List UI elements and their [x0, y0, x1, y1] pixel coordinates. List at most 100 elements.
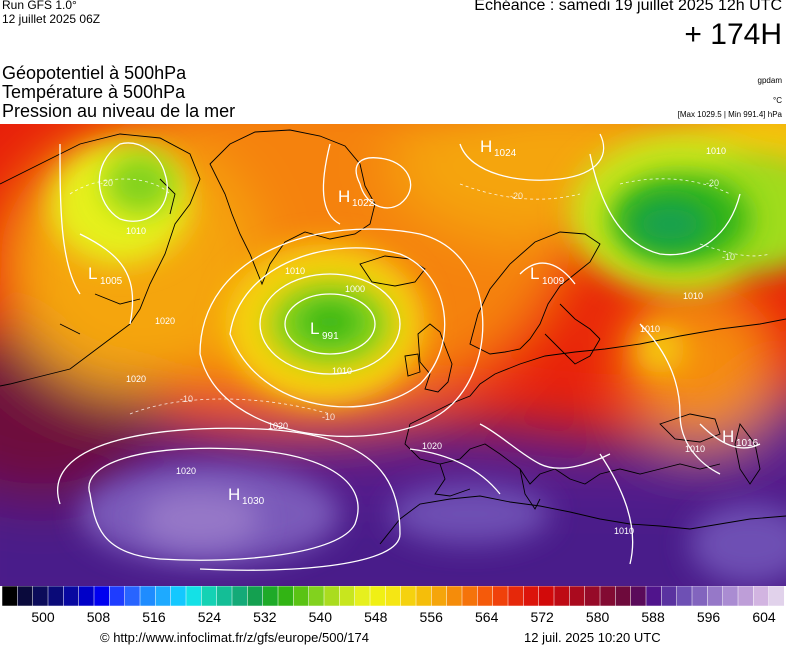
isotherm-labels: -20 -20 -10 -10 -20 -10: [100, 178, 735, 422]
color-scale-swatch: [477, 586, 494, 606]
svg-text:1010: 1010: [640, 324, 660, 334]
color-scale-swatch: [553, 586, 570, 606]
color-scale-swatch: [293, 586, 310, 606]
color-scale-swatch: [216, 586, 233, 606]
pressure-center-high-1024: H: [480, 137, 492, 156]
color-scale-swatch: [139, 586, 156, 606]
run-date: 12 juillet 2025 06Z: [2, 12, 101, 26]
color-scale-swatch: [737, 586, 754, 606]
color-scale-swatch: [446, 586, 463, 606]
svg-text:1020: 1020: [268, 421, 288, 431]
color-scale-label: 580: [585, 609, 610, 625]
color-scale-labels: 500 508 516 524 532 540 548 556 564 572 580 588 596 6…: [0, 609, 786, 627]
color-scale-swatch: [201, 586, 218, 606]
svg-text:1010: 1010: [332, 366, 352, 376]
color-scale-swatch: [385, 586, 402, 606]
color-scale-label: 588: [641, 609, 665, 625]
svg-text:1020: 1020: [126, 374, 146, 384]
color-scale-label: 604: [752, 609, 776, 625]
color-scale-label: 548: [364, 609, 388, 625]
color-scale-swatch: [630, 586, 647, 606]
svg-text:1020: 1020: [176, 466, 196, 476]
color-scale-swatch: [93, 586, 110, 606]
weather-map: H 1022 H 1024 L 1005 L 991 L 1009 H 1016…: [0, 124, 786, 586]
color-scale-swatch: [277, 586, 294, 606]
color-scale-swatch: [492, 586, 509, 606]
color-scale-swatch: [676, 586, 693, 606]
color-scale-swatch: [47, 586, 64, 606]
color-scale-swatch: [78, 586, 95, 606]
color-scale-swatch: [415, 586, 432, 606]
color-scale-swatch: [308, 586, 325, 606]
layer-title-pressure: Pression au niveau de la mer: [2, 101, 236, 121]
footer-timestamp: 12 juil. 2025 10:20 UTC: [524, 630, 661, 645]
color-scale-swatch: [247, 586, 264, 606]
coastlines: [0, 129, 786, 545]
layer-title-geopotential: Géopotentiel à 500hPa: [2, 63, 187, 83]
color-scale-swatch: [615, 586, 632, 606]
color-scale-label: 564: [475, 609, 499, 625]
color-scale-swatch: [691, 586, 708, 606]
color-scale-swatch: [17, 586, 34, 606]
color-scale-swatch: [538, 586, 555, 606]
color-scale-swatch: [569, 586, 586, 606]
color-scale-swatch: [185, 586, 202, 606]
pressure-center-low-991: L: [310, 319, 319, 338]
svg-text:1009: 1009: [542, 276, 565, 287]
color-scale-swatch: [722, 586, 739, 606]
pressure-centers: H 1022 H 1024 L 1005 L 991 L 1009 H 1016…: [88, 137, 759, 507]
color-scale-swatch: [507, 586, 524, 606]
footer-url: © http://www.infoclimat.fr/z/gfs/europe/…: [100, 630, 369, 645]
color-scale-label: 516: [142, 609, 166, 625]
svg-text:1000: 1000: [345, 284, 365, 294]
pressure-center-high-1022: H: [338, 187, 350, 206]
layer-title-temperature: Température à 500hPa: [2, 82, 186, 102]
color-scale-swatch: [768, 586, 785, 606]
color-scale-swatch: [461, 586, 478, 606]
svg-text:1010: 1010: [285, 266, 305, 276]
svg-text:-20: -20: [510, 191, 523, 201]
isobars: [57, 133, 761, 571]
color-scale-swatch: [109, 586, 126, 606]
color-scale-swatch: [231, 586, 248, 606]
svg-text:-20: -20: [100, 178, 113, 188]
color-scale-label: 540: [308, 609, 332, 625]
forecast-hour: + 174H: [684, 18, 782, 51]
color-scale-label: 596: [696, 609, 721, 625]
color-scale-label: 532: [253, 609, 277, 625]
svg-text:1020: 1020: [155, 316, 175, 326]
color-scale-swatch: [124, 586, 141, 606]
pressure-range: [Max 1029.5 | Min 991.4] hPa: [677, 110, 782, 119]
color-scale-swatch: [262, 586, 279, 606]
color-scale-swatch: [707, 586, 724, 606]
color-scale-swatch: [523, 586, 540, 606]
svg-text:1010: 1010: [685, 444, 705, 454]
pressure-center-low-1005: L: [88, 264, 97, 283]
svg-text:1016: 1016: [736, 438, 759, 449]
color-scale-swatch: [584, 586, 601, 606]
color-scale-label: 556: [419, 609, 443, 625]
unit-celsius: °C: [773, 96, 782, 105]
color-scale-swatch: [400, 586, 417, 606]
color-scale-swatch: [661, 586, 678, 606]
pressure-center-high-1030: H: [228, 485, 240, 504]
color-scale-swatch: [599, 586, 616, 606]
svg-text:-10: -10: [180, 394, 193, 404]
svg-text:991: 991: [322, 331, 339, 342]
pressure-center-low-1009: L: [530, 264, 539, 283]
color-scale-swatch: [753, 586, 770, 606]
geopotential-field: [0, 124, 786, 586]
unit-gpdam: gpdam: [757, 76, 782, 85]
svg-text:-10: -10: [722, 252, 735, 262]
color-scale-swatch: [170, 586, 187, 606]
color-scale-label: 508: [86, 609, 111, 625]
forecast-valid-time: Echéance : samedi 19 juillet 2025 12h UT…: [474, 0, 782, 14]
color-scale-swatch: [645, 586, 662, 606]
svg-text:1022: 1022: [352, 198, 375, 209]
svg-text:-20: -20: [706, 178, 719, 188]
color-scale-label: 524: [197, 609, 222, 625]
svg-text:1010: 1010: [683, 291, 703, 301]
svg-text:1020: 1020: [422, 441, 442, 451]
color-scale-swatch: [323, 586, 340, 606]
color-scale-swatch: [63, 586, 80, 606]
